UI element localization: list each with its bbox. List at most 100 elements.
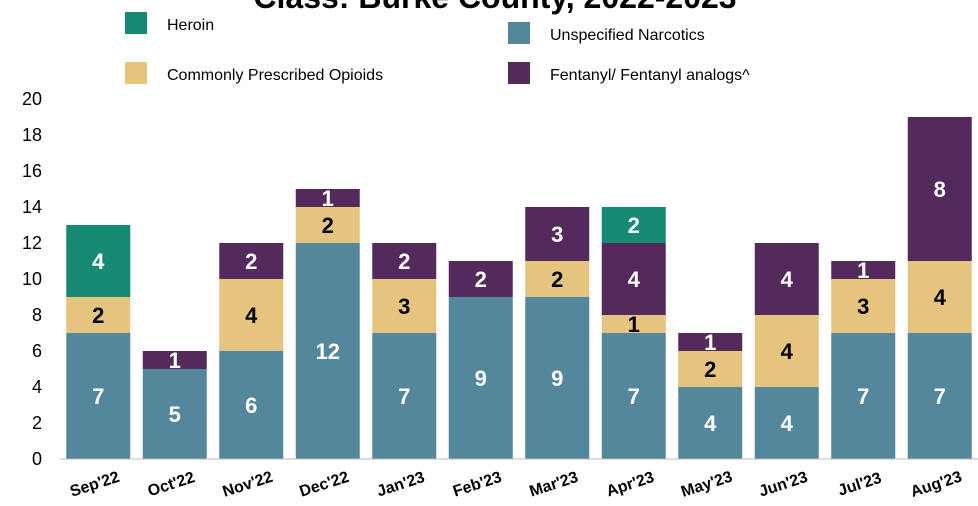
x-tick-label: Jul'23 [836,470,884,500]
bar-segment [754,387,819,459]
data-label: 1 [857,258,869,283]
data-label: 4 [781,339,794,364]
data-label: 4 [628,267,641,292]
bar-segment [219,351,284,459]
data-label: 2 [551,267,563,292]
bar-segment [372,333,437,459]
x-tick-label: Dec'22 [298,469,352,501]
x-tick-label: Sep'22 [68,469,122,501]
data-label: 9 [551,366,563,391]
data-label: 2 [704,357,716,382]
bar-segment [678,387,743,459]
data-label: 4 [781,267,794,292]
bar-segment [754,315,819,387]
bar-segment [601,333,666,459]
x-tick-label: Nov'22 [221,469,276,501]
legend-label: Unspecified Narcotics [550,27,705,44]
bar-segment [678,351,743,387]
data-label: 4 [245,303,258,328]
data-label: 1 [169,348,181,373]
bar-segment [66,225,131,297]
data-label: 3 [398,294,410,319]
x-tick-label: Aug'23 [909,468,964,500]
y-tick-label: 0 [32,449,42,469]
data-label: 7 [934,384,946,409]
bar-segment [219,279,284,351]
bar-segment [525,297,590,459]
bar-segment [754,243,819,315]
legend-label: Commonly Prescribed Opioids [167,67,383,84]
y-tick-label: 2 [32,413,42,433]
data-label: 4 [781,411,794,436]
legend-swatch [125,62,147,84]
x-tick-label: Oct'22 [146,469,197,500]
x-tick-label: Mar'23 [527,469,580,501]
bar-segment [66,297,131,333]
x-tick-label: Apr'23 [604,469,656,500]
data-label: 1 [704,330,716,355]
data-label: 4 [704,411,717,436]
x-tick-label: Feb'23 [451,469,504,501]
y-tick-label: 10 [22,269,42,289]
y-tick-label: 12 [22,233,42,253]
legend-swatch [508,62,530,84]
legend-swatch [508,22,530,44]
bar-segment [66,333,131,459]
data-label: 2 [245,249,257,274]
chart-title: Class: Burke County, 2022-2023 [253,0,736,15]
legend-label: Heroin [167,17,214,34]
legend-label: Fentanyl/ Fentanyl analogs^ [550,67,750,84]
y-tick-label: 20 [22,89,42,109]
x-tick-label: Jun'23 [757,469,810,501]
y-tick-label: 18 [22,125,42,145]
bar-segment [142,351,207,369]
data-label: 2 [475,267,487,292]
legend-swatch [125,12,147,34]
bar-segment [448,261,513,297]
data-label: 7 [857,384,869,409]
bar-segment [907,261,972,333]
data-label: 2 [322,213,334,238]
bar-segment [601,207,666,243]
data-label: 8 [934,177,946,202]
bar-segment [295,207,360,243]
x-tick-label: May'23 [679,468,734,500]
x-tick-label: Jan'23 [375,469,427,500]
y-tick-label: 6 [32,341,42,361]
bar-segment [831,279,896,333]
data-label: 9 [475,366,487,391]
data-label: 7 [92,384,104,409]
bar-segment [525,207,590,261]
bar-segment [831,261,896,279]
data-label: 6 [245,393,257,418]
bar-segment [219,243,284,279]
bar-segment [372,279,437,333]
bar-segment [907,117,972,261]
bar-segment [372,243,437,279]
bar-segment [601,243,666,315]
data-label: 5 [169,402,181,427]
data-label: 7 [628,384,640,409]
bar-segment [678,333,743,351]
data-label: 2 [92,303,104,328]
data-label: 1 [628,312,640,337]
data-label: 3 [551,222,563,247]
data-label: 4 [934,285,947,310]
bar-segment [448,297,513,459]
y-tick-label: 4 [32,377,42,397]
data-label: 2 [628,213,640,238]
bar-segment [525,261,590,297]
data-label: 7 [398,384,410,409]
bar-segment [295,189,360,207]
data-label: 4 [92,249,105,274]
y-tick-label: 16 [22,161,42,181]
bar-segment [295,243,360,459]
y-tick-label: 8 [32,305,42,325]
bar-segment [831,333,896,459]
data-label: 1 [322,186,334,211]
bar-segment [907,333,972,459]
data-label: 12 [316,339,340,364]
bar-segment [601,315,666,333]
data-label: 2 [398,249,410,274]
